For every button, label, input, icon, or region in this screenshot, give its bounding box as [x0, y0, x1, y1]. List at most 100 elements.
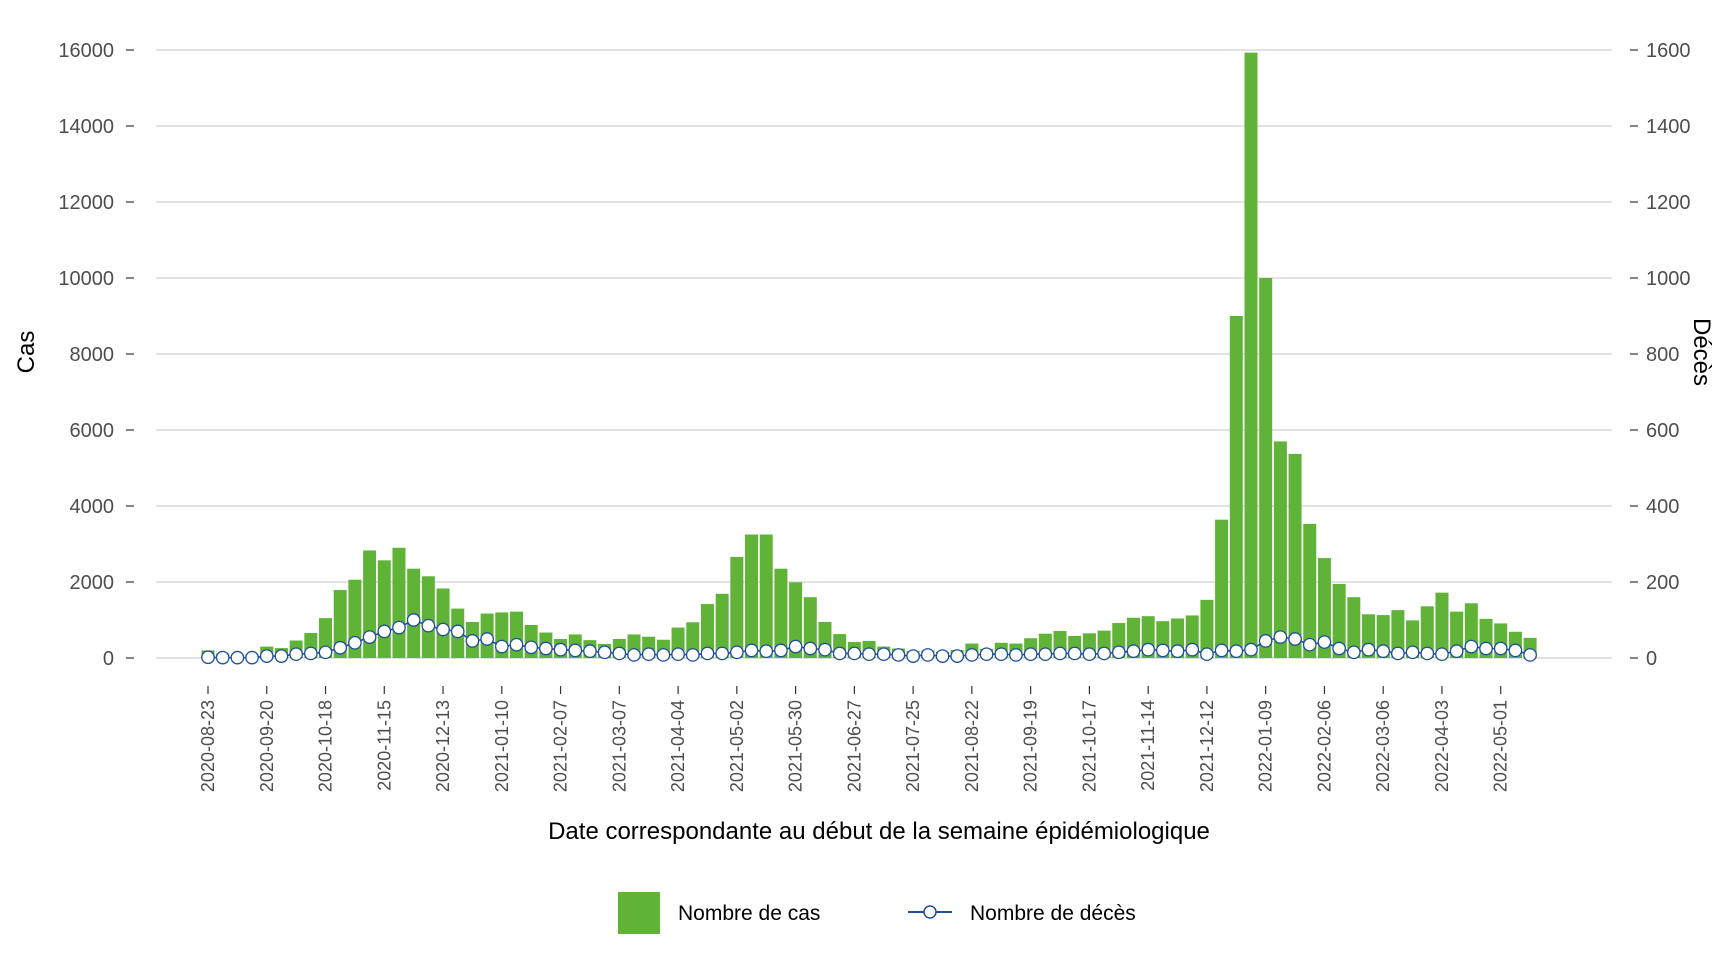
- bar: [1244, 52, 1258, 659]
- deaths-point: [1523, 648, 1537, 662]
- deaths-point: [597, 645, 612, 660]
- deaths-point: [303, 646, 318, 661]
- deaths-point: [1493, 641, 1508, 656]
- bar: [745, 534, 759, 658]
- y2-axis-title: Décès: [1688, 318, 1715, 386]
- deaths-point: [1200, 647, 1214, 662]
- x-tick-label: 2022-03-06: [1373, 700, 1393, 792]
- bar: [759, 534, 773, 658]
- deaths-point: [553, 642, 568, 657]
- deaths-point: [1346, 645, 1361, 660]
- deaths-point: [1038, 647, 1053, 662]
- deaths-point: [627, 648, 641, 662]
- deaths-point: [436, 622, 450, 637]
- deaths-point: [744, 643, 759, 658]
- deaths-point: [509, 637, 524, 652]
- deaths-point: [1126, 644, 1141, 659]
- deaths-point: [1170, 644, 1185, 659]
- bar: [1420, 606, 1434, 658]
- deaths-point: [1508, 643, 1523, 658]
- y-tick-label: 14000: [58, 116, 114, 138]
- deaths-point: [450, 624, 465, 639]
- bar: [1229, 316, 1243, 658]
- y-axis-title: Cas: [13, 331, 40, 374]
- deaths-point: [1229, 644, 1244, 659]
- deaths-point: [612, 646, 627, 661]
- deaths-point: [1479, 641, 1493, 656]
- deaths-point: [1302, 637, 1317, 652]
- deaths-point: [920, 648, 935, 662]
- bar: [1200, 599, 1214, 658]
- x-tick-label: 2021-05-30: [786, 700, 806, 792]
- bar: [1288, 453, 1302, 658]
- deaths-point: [1141, 642, 1156, 657]
- deaths-point: [1449, 644, 1464, 659]
- x-tick-label: 2021-07-25: [903, 700, 923, 792]
- legend-swatch-cases: [618, 892, 660, 934]
- x-tick-label: 2020-12-13: [433, 700, 453, 792]
- bar: [1273, 441, 1287, 658]
- deaths-point: [539, 641, 553, 656]
- legend-marker-deaths: [923, 905, 937, 919]
- deaths-point: [1391, 646, 1405, 661]
- x-tick-label: 2021-11-14: [1138, 700, 1158, 791]
- deaths-point: [1111, 645, 1126, 660]
- deaths-point: [891, 648, 906, 662]
- deaths-point: [1405, 645, 1420, 660]
- deaths-point: [950, 649, 965, 663]
- deaths-point: [1244, 642, 1258, 657]
- deaths-point: [1185, 642, 1200, 657]
- bar: [1259, 278, 1273, 658]
- bar: [789, 582, 803, 658]
- deaths-point: [201, 650, 215, 665]
- deaths-point: [1009, 648, 1023, 662]
- deaths-point: [1435, 647, 1449, 662]
- deaths-point: [847, 646, 862, 661]
- x-tick-label: 2020-11-15: [374, 700, 394, 791]
- deaths-point: [994, 647, 1009, 662]
- deaths-point: [759, 644, 774, 659]
- deaths-point: [421, 618, 436, 633]
- bar: [700, 604, 714, 658]
- deaths-point: [774, 643, 788, 658]
- deaths-point: [215, 650, 230, 665]
- deaths-point: [1023, 647, 1038, 662]
- x-tick-label: 2021-02-07: [551, 700, 571, 792]
- deaths-point: [1376, 644, 1391, 659]
- deaths-point: [862, 647, 876, 662]
- bar: [1332, 583, 1346, 658]
- x-tick-label: 2021-05-02: [727, 700, 747, 792]
- deaths-point: [348, 635, 362, 650]
- bar: [715, 593, 729, 658]
- y-axis-right: 0 200 400 600 800 1000 1200 1400 1600: [1630, 40, 1691, 670]
- deaths-point: [1082, 647, 1097, 662]
- deaths-point: [318, 645, 333, 660]
- deaths-point: [656, 648, 671, 662]
- bar-series: [201, 52, 1537, 659]
- x-tick-label: 2022-01-09: [1256, 700, 1276, 792]
- y2-tick-label: 0: [1646, 648, 1657, 670]
- bar: [1347, 597, 1361, 658]
- x-tick-label: 2021-04-04: [668, 700, 688, 792]
- line-series: [201, 613, 1537, 665]
- deaths-point: [979, 647, 994, 662]
- deaths-point: [641, 647, 656, 662]
- deaths-point: [1464, 639, 1479, 654]
- y-axis-left: 0 2000 4000 6000 8000 10000 12000 14000 16000: [58, 40, 134, 670]
- deaths-point: [568, 643, 583, 658]
- deaths-point: [788, 639, 803, 654]
- y-tick-label: 6000: [70, 420, 115, 442]
- deaths-point: [333, 640, 348, 655]
- x-tick-label: 2021-06-27: [844, 700, 864, 792]
- deaths-point: [1053, 646, 1067, 661]
- deaths-point: [583, 644, 597, 659]
- deaths-point: [406, 613, 421, 627]
- deaths-point: [818, 642, 832, 657]
- legend: Nombre de cas Nombre de décès: [618, 892, 1136, 934]
- y2-tick-label: 1200: [1646, 192, 1691, 214]
- deaths-point: [832, 646, 847, 661]
- deaths-point: [935, 649, 950, 663]
- deaths-point: [1097, 646, 1111, 661]
- deaths-point: [1317, 635, 1332, 649]
